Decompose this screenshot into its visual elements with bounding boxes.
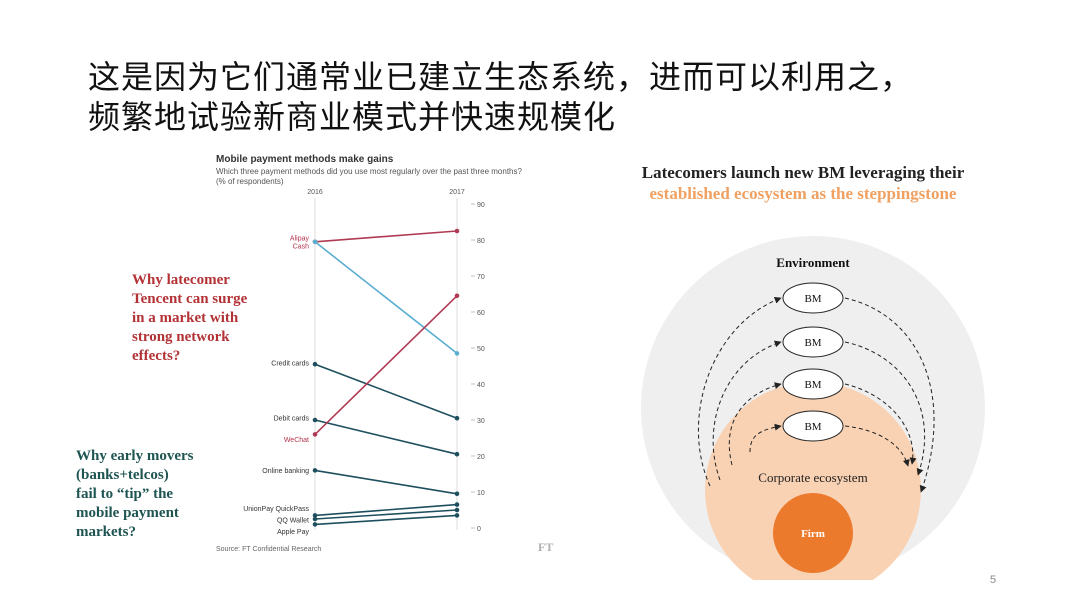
bm-arrow-3-left xyxy=(728,382,782,466)
series-line xyxy=(314,509,458,520)
series-line xyxy=(314,503,458,517)
slide-title-line-1: 这是因为它们通常业已建立生态系统，进而可以利用之， xyxy=(88,58,914,96)
series-point xyxy=(454,228,460,234)
bm-node: BM xyxy=(782,282,844,314)
slide-title-line-2: 频繁地试验新商业模式并快速规模化 xyxy=(88,98,617,136)
series-label: QQ Wallet xyxy=(277,518,309,525)
page-number: 5 xyxy=(990,574,997,586)
bm-arrow-3-right xyxy=(844,383,917,465)
note-line: (banks+telcos) xyxy=(76,467,169,483)
series-point xyxy=(312,361,318,367)
bm-arrow-2-right xyxy=(844,341,926,476)
note-line: Why early movers xyxy=(76,448,194,464)
series-line xyxy=(314,230,458,243)
series-line xyxy=(314,469,458,495)
series-point xyxy=(312,513,318,518)
ecosystem-diagram: BM BM BM BM Environment Corporate ecosys… xyxy=(641,236,985,580)
y-tick-label: 40 xyxy=(477,382,485,389)
y-tick-label: 60 xyxy=(477,310,485,317)
latecomers-heading-line-1: Latecomers launch new BM leveraging thei… xyxy=(641,163,965,182)
bm-arrow-4-right xyxy=(844,425,910,467)
ft-watermark: FT xyxy=(538,540,554,554)
bm-label: BM xyxy=(804,293,821,305)
series-line xyxy=(314,363,458,419)
chart-subtitle-line-1: Which three payment methods did you use … xyxy=(216,167,522,176)
chart-subtitle-line-2: (% of respondents) xyxy=(216,177,284,186)
latecomers-heading-line-2: established ecosystem as the steppingsto… xyxy=(649,184,957,203)
bm-label: BM xyxy=(804,337,821,349)
series-label: Cash xyxy=(293,243,309,250)
firm-circle xyxy=(773,493,853,573)
series-label: UnionPay QuickPass xyxy=(243,506,309,513)
series-line xyxy=(314,241,458,355)
bm-arrow-4-left xyxy=(749,423,782,453)
x-tick-label: 2017 xyxy=(449,189,465,196)
note-line: effects? xyxy=(132,348,181,364)
series-point xyxy=(312,468,318,473)
series-point xyxy=(454,491,460,497)
bm-label: BM xyxy=(804,421,821,433)
x-tick-label: 2016 xyxy=(307,189,323,196)
series-point xyxy=(312,417,318,423)
note-line: strong network xyxy=(132,329,230,345)
series-point xyxy=(454,293,460,299)
bm-node: BM xyxy=(782,368,844,400)
series-label: Online banking xyxy=(262,468,309,475)
note-line: fail to “tip” the xyxy=(76,486,174,502)
series-line xyxy=(314,295,458,435)
series-label: Alipay xyxy=(290,235,310,242)
early-movers-question-note: Why early movers (banks+telcos) fail to … xyxy=(76,447,226,542)
y-tick-label: 0 xyxy=(477,526,481,533)
series-point xyxy=(312,432,318,437)
note-line: mobile payment xyxy=(76,505,179,521)
y-tick-label: 50 xyxy=(477,346,485,353)
series-point xyxy=(454,502,460,507)
series-point xyxy=(312,239,318,245)
series-line xyxy=(314,514,458,526)
bm-label: BM xyxy=(804,379,821,391)
y-tick-label: 90 xyxy=(477,202,485,209)
y-tick-label: 20 xyxy=(477,454,485,461)
y-tick-label: 70 xyxy=(477,274,485,281)
series-point xyxy=(454,451,460,457)
latecomer-question-note: Why latecomer Tencent can surge in a mar… xyxy=(132,271,282,366)
series-point xyxy=(454,513,460,518)
note-line: in a market with xyxy=(132,310,239,326)
firm-label: Firm xyxy=(801,528,825,540)
bm-node: BM xyxy=(782,326,844,358)
y-tick-label: 30 xyxy=(477,418,485,425)
series-point xyxy=(454,351,460,356)
chart-source: Source: FT Confidential Research xyxy=(216,546,321,553)
series-point xyxy=(454,507,460,513)
note-line: markets? xyxy=(76,524,136,540)
series-label: Credit cards xyxy=(271,361,309,368)
y-tick-label: 80 xyxy=(477,238,485,245)
series-line xyxy=(314,419,458,455)
note-line: Why latecomer xyxy=(132,272,230,288)
series-label: Debit cards xyxy=(274,416,310,423)
series-point xyxy=(312,516,318,522)
environment-label: Environment xyxy=(776,255,850,270)
bm-node: BM xyxy=(782,410,844,442)
series-label: Apple Pay xyxy=(277,529,309,536)
note-line: Tencent can surge xyxy=(132,291,248,307)
bm-arrow-2-left xyxy=(712,340,782,481)
series-point xyxy=(312,522,318,527)
bm-arrow-outer-right xyxy=(844,297,935,493)
series-point xyxy=(454,415,460,421)
corporate-ecosystem-circle xyxy=(705,382,921,580)
corporate-ecosystem-label: Corporate ecosystem xyxy=(758,470,867,485)
chart-title: Mobile payment methods make gains xyxy=(216,154,394,165)
y-tick-label: 10 xyxy=(477,490,485,497)
series-label: WeChat xyxy=(284,437,309,444)
payment-methods-chart: Mobile payment methods make gains Which … xyxy=(216,154,522,553)
